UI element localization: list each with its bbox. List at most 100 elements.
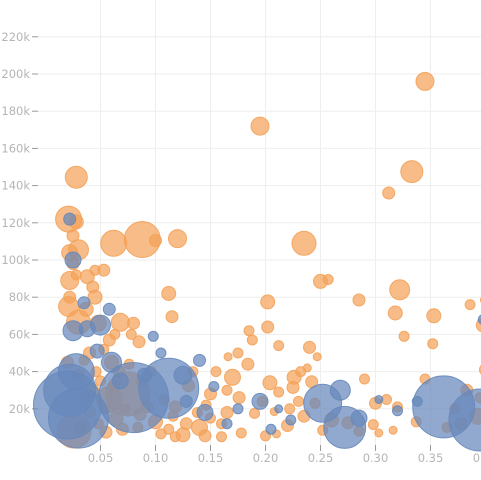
bubble bbox=[350, 409, 368, 427]
bubble bbox=[261, 320, 275, 334]
bubble bbox=[415, 71, 435, 91]
bubble bbox=[427, 338, 439, 350]
bubble bbox=[284, 403, 296, 415]
y-tick-label: 80k bbox=[9, 290, 31, 304]
bubble bbox=[286, 380, 300, 394]
bubble bbox=[398, 330, 410, 342]
bubble bbox=[101, 351, 122, 373]
bubble bbox=[193, 353, 206, 367]
bubble bbox=[382, 186, 396, 200]
bubble bbox=[388, 425, 398, 435]
bubble bbox=[125, 328, 137, 340]
x-tick-label: 0.35 bbox=[418, 451, 444, 465]
x-tick-label: 0.20 bbox=[253, 451, 279, 465]
bubble bbox=[235, 427, 247, 439]
bubble bbox=[260, 294, 276, 310]
series-1 bbox=[33, 212, 481, 452]
bubble bbox=[241, 357, 255, 371]
bubble bbox=[392, 405, 403, 417]
bubble bbox=[89, 343, 105, 359]
bubble bbox=[169, 431, 181, 443]
bubble bbox=[110, 312, 130, 332]
bubble bbox=[273, 340, 285, 352]
bubble bbox=[303, 340, 316, 354]
bubble bbox=[127, 316, 140, 330]
bubble bbox=[322, 274, 334, 285]
y-tick-label: 20k bbox=[9, 402, 31, 416]
bubble bbox=[155, 347, 167, 359]
bubble bbox=[265, 423, 277, 435]
bubble bbox=[448, 388, 481, 452]
series-layer bbox=[33, 71, 481, 452]
y-axis: 20k 40k 60k 80k 100k 120k 140k 160k 180k 200k 220k bbox=[1, 30, 38, 416]
bubble bbox=[274, 404, 284, 414]
bubble bbox=[132, 335, 146, 349]
y-tick-label: 220k bbox=[1, 30, 30, 44]
bubble bbox=[312, 352, 322, 362]
bubble bbox=[64, 165, 88, 189]
bubble bbox=[262, 375, 278, 391]
bubble bbox=[161, 286, 177, 301]
bubble bbox=[221, 384, 233, 396]
bubble bbox=[291, 230, 317, 256]
bubble bbox=[64, 251, 82, 269]
bubble bbox=[352, 293, 366, 307]
bubble bbox=[208, 381, 220, 392]
bubble bbox=[389, 279, 411, 301]
y-tick-label: 140k bbox=[1, 179, 30, 193]
bubble bbox=[367, 419, 379, 431]
bubble bbox=[155, 428, 167, 440]
bubble bbox=[359, 373, 370, 385]
bubble bbox=[400, 160, 424, 184]
bubble bbox=[138, 357, 200, 419]
bubble bbox=[411, 395, 423, 407]
bubble bbox=[221, 418, 233, 430]
bubble bbox=[147, 330, 159, 342]
bubble bbox=[374, 395, 384, 404]
bubble bbox=[251, 392, 269, 410]
bubble bbox=[137, 367, 152, 383]
y-tick-label: 200k bbox=[1, 67, 30, 81]
bubble bbox=[63, 212, 77, 226]
bubble bbox=[216, 431, 227, 443]
bubble bbox=[232, 403, 244, 415]
bubble bbox=[249, 407, 260, 419]
bubble bbox=[149, 234, 162, 247]
x-tick-label: 0.40 bbox=[473, 451, 481, 465]
bubble bbox=[77, 296, 91, 310]
x-tick-label: 0.30 bbox=[363, 451, 389, 465]
bubble bbox=[165, 310, 179, 324]
bubble bbox=[196, 404, 214, 421]
bubble bbox=[232, 391, 246, 405]
x-axis: 0.05 0.10 0.15 0.20 0.25 0.30 0.35 0.40 bbox=[88, 445, 481, 465]
x-tick-label: 0.25 bbox=[308, 451, 334, 465]
bubble bbox=[223, 352, 233, 362]
bubble bbox=[102, 302, 116, 316]
bubble bbox=[90, 314, 111, 336]
bubble bbox=[293, 395, 304, 407]
x-tick-label: 0.15 bbox=[198, 451, 224, 465]
bubble bbox=[97, 263, 111, 277]
bubble bbox=[302, 363, 312, 373]
bubble bbox=[374, 428, 384, 438]
bubble bbox=[243, 325, 255, 337]
bubble bbox=[246, 334, 258, 346]
bubble bbox=[224, 368, 241, 386]
bubble bbox=[87, 289, 103, 305]
bubble bbox=[273, 386, 285, 398]
y-tick-label: 100k bbox=[1, 253, 30, 267]
bubble bbox=[198, 429, 212, 443]
y-tick-label: 40k bbox=[9, 365, 31, 379]
y-tick-label: 120k bbox=[1, 216, 30, 230]
bubble bbox=[111, 372, 129, 390]
bubble bbox=[387, 305, 403, 321]
bubble bbox=[179, 417, 193, 431]
bubble bbox=[210, 366, 222, 378]
bubble bbox=[464, 299, 476, 311]
y-tick-label: 60k bbox=[9, 327, 31, 341]
bubble bbox=[168, 229, 187, 249]
y-tick-label: 180k bbox=[1, 104, 30, 118]
bubble bbox=[426, 308, 442, 324]
bubble bbox=[57, 353, 95, 391]
